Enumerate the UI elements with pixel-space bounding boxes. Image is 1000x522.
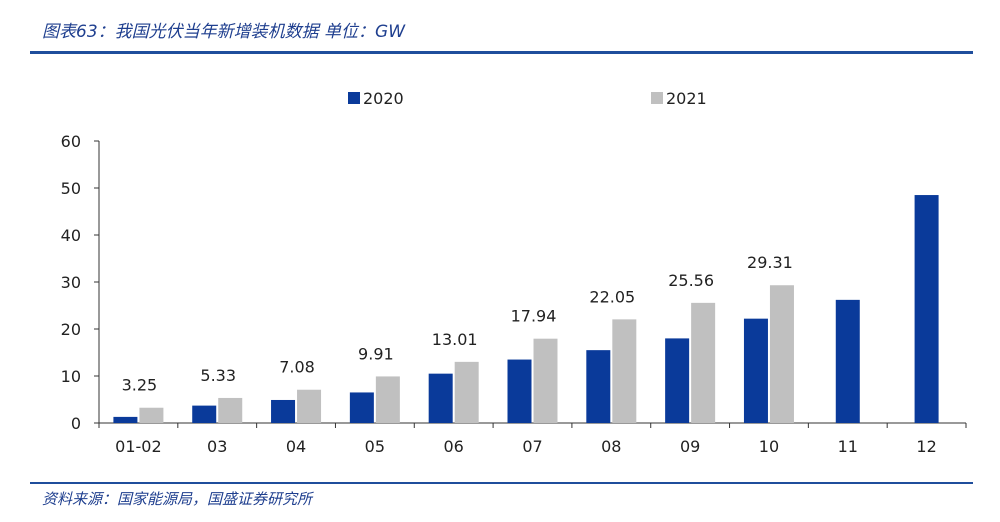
y-tick-label: 10 [61, 367, 81, 386]
y-tick-label: 20 [61, 320, 81, 339]
x-tick-label: 06 [444, 437, 464, 456]
y-tick-label: 50 [61, 179, 81, 198]
data-label: 9.91 [358, 344, 394, 363]
bar-2021-08 [612, 319, 637, 423]
bar-2020-08 [586, 350, 611, 423]
y-tick-label: 40 [61, 226, 81, 245]
data-label: 17.94 [511, 307, 557, 326]
bar-2020-11 [835, 299, 860, 423]
x-tick-label: 04 [286, 437, 306, 456]
bar-2020-10 [743, 318, 768, 423]
bar-2020-06 [428, 373, 453, 423]
y-tick-label: 0 [71, 414, 81, 433]
bar-2020-07 [507, 359, 532, 423]
bar-2020-05 [349, 392, 374, 423]
bar-2021-03 [218, 397, 243, 423]
bar-2021-05 [375, 376, 400, 423]
data-label: 3.25 [122, 376, 158, 395]
source-note: 资料来源：国家能源局，国盛证券研究所 [42, 490, 313, 508]
bar-2020-03 [192, 405, 217, 423]
data-label: 13.01 [432, 330, 478, 349]
bar-2021-01-02 [139, 407, 164, 423]
legend-label-2020: 2020 [363, 89, 404, 108]
y-tick-label: 30 [61, 273, 81, 292]
data-label: 22.05 [589, 287, 635, 306]
legend-swatch-2020 [348, 92, 360, 104]
x-tick-label: 07 [522, 437, 542, 456]
legend-swatch-2021 [651, 92, 663, 104]
data-label: 7.08 [279, 358, 315, 377]
x-tick-label: 11 [838, 437, 858, 456]
bar-2021-09 [691, 302, 716, 423]
bar-2020-04 [271, 399, 296, 423]
x-tick-label: 08 [601, 437, 621, 456]
legend-label-2021: 2021 [666, 89, 707, 108]
x-tick-label: 12 [916, 437, 936, 456]
chart-title: 图表63：我国光伏当年新增装机数据 单位：GW [42, 22, 406, 42]
bar-2020-12 [914, 195, 939, 423]
bar-2021-07 [533, 338, 558, 423]
top-rule [30, 51, 973, 54]
bottom-rule [30, 482, 973, 484]
x-tick-label: 03 [207, 437, 227, 456]
data-label: 5.33 [200, 366, 236, 385]
data-label: 29.31 [747, 253, 793, 272]
bar-2020-09 [665, 338, 690, 423]
bar-2021-06 [454, 361, 479, 423]
bar-2021-04 [297, 389, 322, 423]
bar-2021-10 [769, 285, 794, 423]
y-tick-label: 60 [61, 132, 81, 151]
x-tick-label: 01-02 [115, 437, 162, 456]
data-label: 25.56 [668, 271, 714, 290]
x-tick-label: 10 [759, 437, 779, 456]
x-tick-label: 05 [365, 437, 385, 456]
x-tick-label: 09 [680, 437, 700, 456]
bar-2020-01-02 [113, 416, 138, 423]
